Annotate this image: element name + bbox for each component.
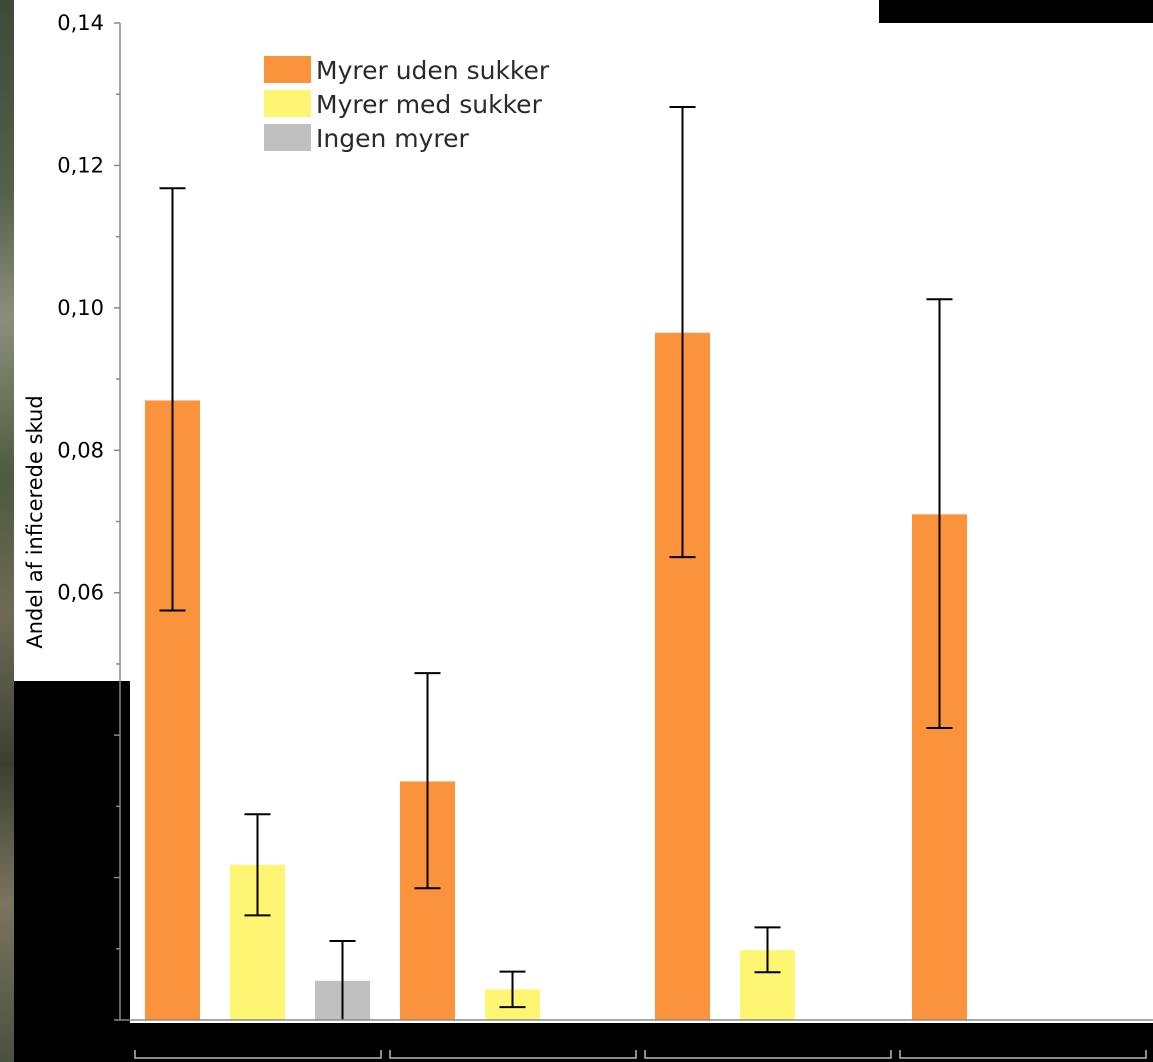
error-bar <box>754 926 781 974</box>
group-bracket-4 <box>899 1050 1147 1059</box>
group-brackets <box>134 1050 1147 1059</box>
y-ticks-layer: 0,14 0,12 0,10 0,08 0,06 <box>57 11 120 1021</box>
group-bracket-2 <box>389 1050 637 1059</box>
error-bars-layer <box>159 106 953 1020</box>
error-bar <box>244 813 271 917</box>
error-bar <box>669 106 696 559</box>
legend-swatch-med-sukker <box>264 90 311 117</box>
group-bracket-1 <box>134 1050 382 1059</box>
legend-label-ingen-myrer: Ingen myrer <box>316 124 470 153</box>
top-black-cover <box>880 0 1153 23</box>
y-tick-label: 0,08 <box>57 438 104 462</box>
legend: Myrer uden sukker Myrer med sukker Ingen… <box>264 56 550 153</box>
legend-label-uden-sukker: Myrer uden sukker <box>316 56 550 85</box>
y-tick-label: 0,12 <box>57 153 104 177</box>
legend-swatch-uden-sukker <box>264 56 311 83</box>
y-axis-title: Andel af inficerede skud <box>23 395 47 648</box>
error-bar <box>329 939 356 1020</box>
y-tick-label: 0,10 <box>57 296 104 320</box>
legend-swatch-ingen-myrer <box>264 124 311 151</box>
error-bar <box>926 298 953 730</box>
bars-layer <box>145 332 967 1021</box>
legend-label-med-sukker: Myrer med sukker <box>316 90 543 119</box>
background-photo-strip <box>0 0 14 1062</box>
error-bar <box>499 970 526 1009</box>
error-bar <box>414 672 441 890</box>
error-bar <box>159 187 186 612</box>
group-bracket-3 <box>644 1050 892 1059</box>
y-tick-label: 0,06 <box>57 581 104 605</box>
chart-panel-lower <box>130 681 1153 1020</box>
y-tick-label: 0,14 <box>57 11 104 35</box>
